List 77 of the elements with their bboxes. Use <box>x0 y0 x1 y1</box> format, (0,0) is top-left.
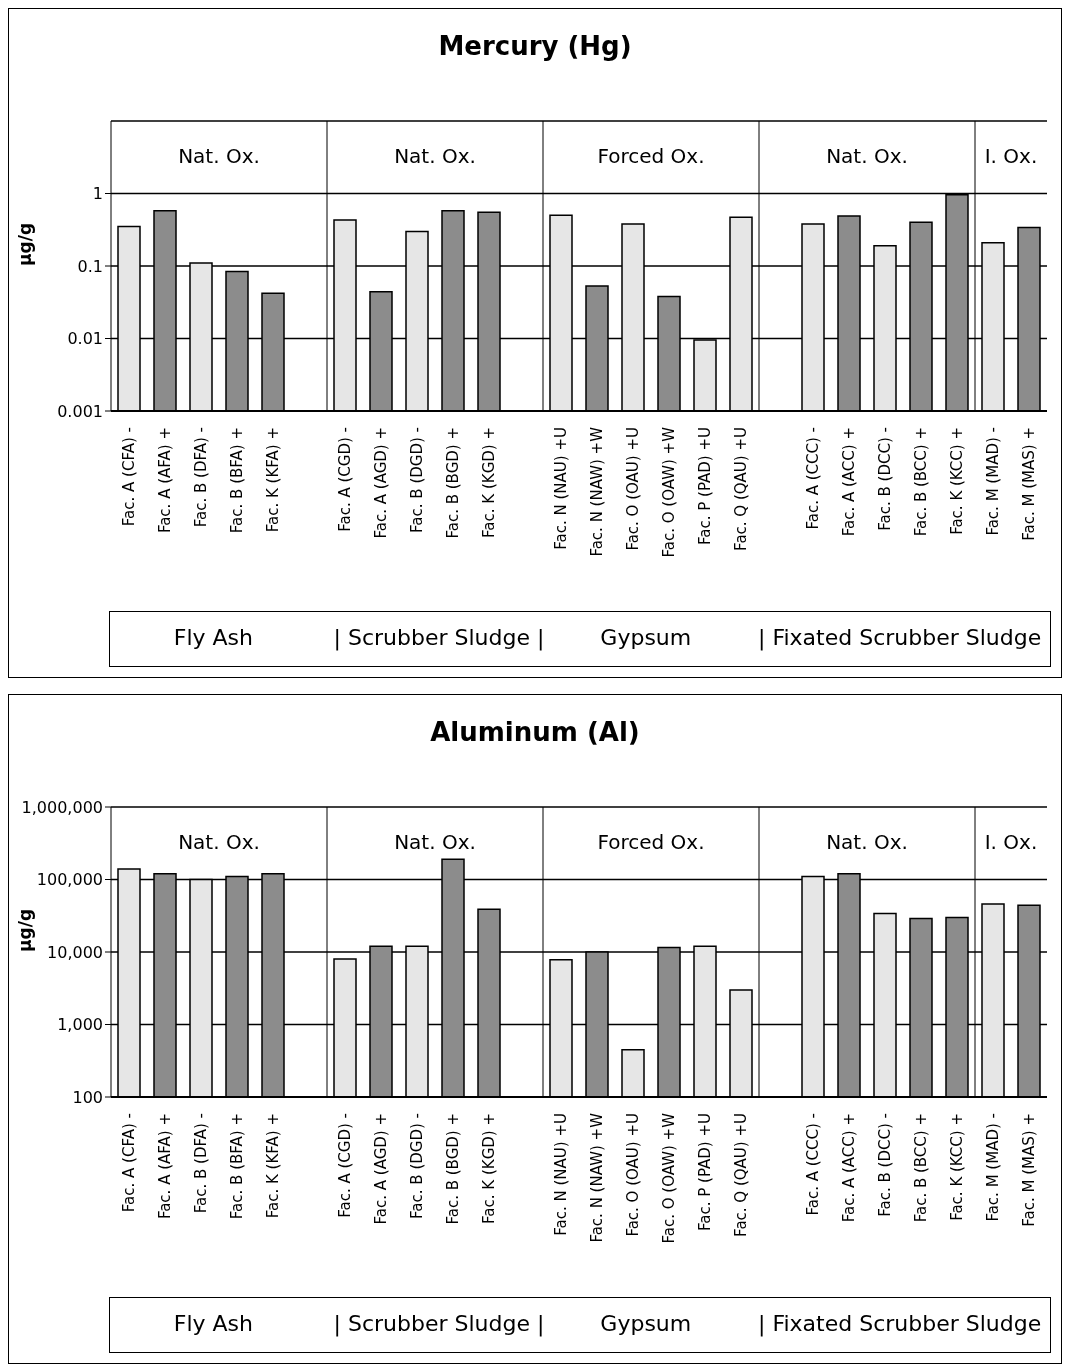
text: Fly Ash <box>173 625 254 650</box>
x-tick-label: Fac. B (DGD) - <box>408 1113 426 1219</box>
x-tick-label: Fac. A (CGD) - <box>336 427 354 532</box>
text: | Fixated Scrubber Sludge <box>757 625 1042 650</box>
y-tick-label: 1 <box>92 184 103 204</box>
y-axis-title: µg/g <box>15 908 36 952</box>
x-tick-label: Fac. A (CFA) - <box>120 1113 138 1213</box>
text: Fly Ash <box>173 1311 254 1336</box>
x-tick-label: Fac. A (AFA) + <box>156 1113 174 1220</box>
x-tick-label: Fac. A (AGD) + <box>372 427 390 539</box>
x-tick-label: Fac. M (MAS) + <box>1020 427 1038 541</box>
x-tick-label: Fac. B (DCC) - <box>876 427 894 531</box>
annotation: I. Ox. <box>984 144 1038 169</box>
x-tick-label: Fac. O (OAU) +U <box>624 1113 642 1237</box>
annotation: Nat. Ox. <box>178 830 260 855</box>
x-tick-label: Fac. B (DCC) - <box>876 1113 894 1217</box>
x-tick-label: Fac. O (OAW) +W <box>660 426 678 558</box>
annotation: Nat. Ox. <box>394 144 476 169</box>
x-tick-label: Fac. M (MAD) - <box>984 1113 1002 1222</box>
x-tick-label: Fac. A (CCC) - <box>804 427 822 530</box>
y-tick-label: 1,000 <box>57 1015 103 1035</box>
x-tick-label: Fac. B (BGD) + <box>444 1113 462 1225</box>
x-tick-label: Fac. B (DGD) - <box>408 427 426 533</box>
text: | Fixated Scrubber Sludge <box>757 1311 1042 1336</box>
x-tick-label: Fac. K (KFA) + <box>264 1113 282 1219</box>
x-tick-label: Fac. B (DFA) - <box>192 427 210 528</box>
annotation: Forced Ox. <box>597 144 705 169</box>
x-tick-label: Fac. M (MAD) - <box>984 427 1002 536</box>
y-axis-title: µg/g <box>15 222 36 266</box>
text: | Scrubber Sludge | <box>333 1311 545 1336</box>
y-tick-label: 0.001 <box>57 401 103 421</box>
x-tick-label: Fac. B (BFA) + <box>228 1113 246 1220</box>
x-tick-label: Fac. P (PAD) +U <box>696 427 714 545</box>
x-tick-label: Fac. B (DFA) - <box>192 1113 210 1214</box>
annotation: I. Ox. <box>984 830 1038 855</box>
x-tick-label: Fac. B (BCC) + <box>912 1113 930 1223</box>
x-tick-label: Fac. N (NAU) +U <box>552 1113 570 1236</box>
x-tick-label: Fac. O (OAU) +U <box>624 427 642 551</box>
x-tick-label: Fac. N (NAW) +W <box>588 426 606 557</box>
y-tick-label: 100,000 <box>36 870 103 890</box>
x-tick-label: Fac. A (CGD) - <box>336 1113 354 1218</box>
y-tick-label: 10,000 <box>47 942 103 962</box>
text: Gypsum <box>600 1311 692 1336</box>
annotation: Nat. Ox. <box>394 830 476 855</box>
x-tick-label: Fac. Q (QAU) +U <box>732 427 750 551</box>
annotation: Forced Ox. <box>597 830 705 855</box>
x-tick-label: Fac. K (KCC) + <box>948 1113 966 1221</box>
x-tick-label: Fac. A (CFA) - <box>120 427 138 527</box>
x-tick-label: Fac. K (KCC) + <box>948 427 966 535</box>
x-tick-label: Fac. K (KGD) + <box>480 427 498 538</box>
y-tick-label: 1,000,000 <box>21 797 103 817</box>
x-tick-label: Fac. P (PAD) +U <box>696 1113 714 1231</box>
x-tick-label: Fac. A (AGD) + <box>372 1113 390 1225</box>
x-tick-label: Fac. N (NAW) +W <box>588 1112 606 1243</box>
annotation: Nat. Ox. <box>826 830 908 855</box>
annotation: Nat. Ox. <box>178 144 260 169</box>
chart-title: Aluminum (Al) <box>429 716 641 749</box>
x-tick-label: Fac. M (MAS) + <box>1020 1113 1038 1227</box>
x-tick-label: Fac. B (BFA) + <box>228 427 246 534</box>
x-tick-label: Fac. A (CCC) - <box>804 1113 822 1216</box>
x-tick-label: Fac. B (BGD) + <box>444 427 462 539</box>
annotation: Nat. Ox. <box>826 144 908 169</box>
x-tick-label: Fac. A (ACC) + <box>840 427 858 537</box>
text: | Scrubber Sludge | <box>333 625 545 650</box>
x-tick-label: Fac. B (BCC) + <box>912 427 930 537</box>
y-tick-label: 0.1 <box>77 256 103 276</box>
x-tick-label: Fac. O (OAW) +W <box>660 1112 678 1244</box>
chart-title: Mercury (Hg) <box>437 30 633 63</box>
x-tick-label: Fac. A (ACC) + <box>840 1113 858 1223</box>
x-tick-label: Fac. N (NAU) +U <box>552 427 570 550</box>
x-tick-label: Fac. A (AFA) + <box>156 427 174 534</box>
x-tick-label: Fac. K (KFA) + <box>264 427 282 533</box>
text: Gypsum <box>600 625 692 650</box>
x-tick-label: Fac. Q (QAU) +U <box>732 1113 750 1237</box>
y-tick-label: 100 <box>72 1087 103 1107</box>
y-tick-label: 0.01 <box>67 329 103 349</box>
x-tick-label: Fac. K (KGD) + <box>480 1113 498 1224</box>
